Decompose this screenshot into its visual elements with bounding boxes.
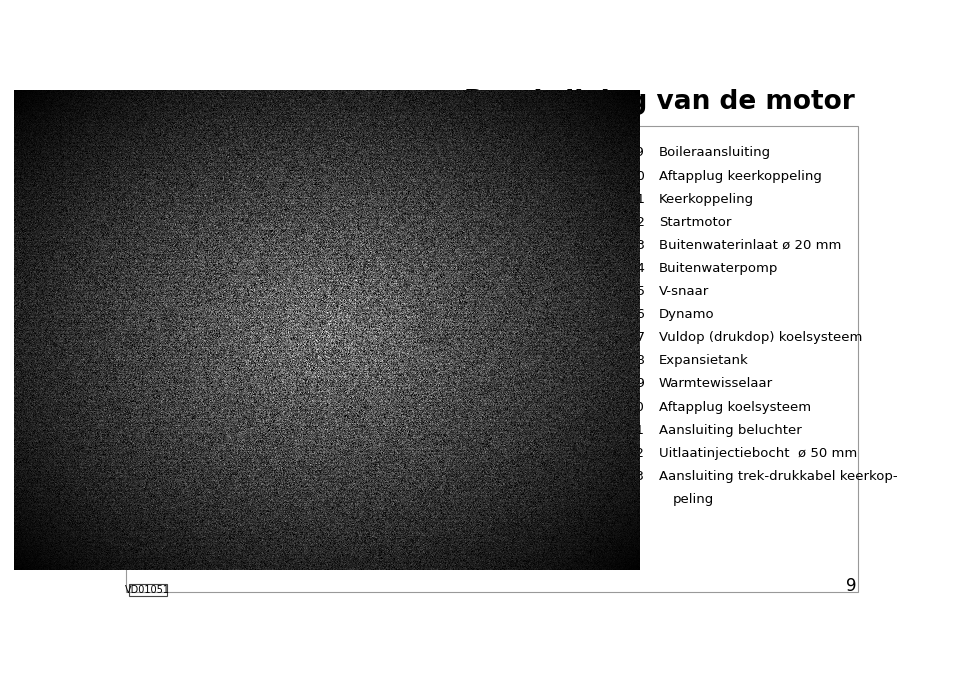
Text: 27: 27 [628,331,644,344]
Text: 33: 33 [532,130,547,142]
Text: Startmotorzijde: Startmotorzijde [131,112,241,125]
Text: Warmtewisselaar: Warmtewisselaar [659,377,773,390]
Text: Boileraansluiting: Boileraansluiting [659,146,771,159]
Text: 33: 33 [628,470,644,483]
Text: VD01051: VD01051 [126,585,171,595]
Text: Beschrijving van de motor: Beschrijving van de motor [464,88,854,115]
Text: 29: 29 [353,130,369,142]
Text: 27: 27 [276,130,291,142]
Text: Aftapplug keerkoppeling: Aftapplug keerkoppeling [659,169,822,182]
Text: Aftapplug koelsysteem: Aftapplug koelsysteem [659,400,811,414]
Text: 20: 20 [628,169,644,182]
Text: 30: 30 [436,130,452,142]
Text: 22: 22 [302,532,318,545]
Text: 24: 24 [163,532,179,545]
Text: Aansluiting beluchter: Aansluiting beluchter [659,424,802,437]
Bar [130,148,617,522]
Text: 19: 19 [628,146,644,159]
Text: 9: 9 [846,576,856,595]
Text: 31: 31 [480,130,496,142]
Text: 28: 28 [628,354,644,367]
Text: Startmotor: Startmotor [659,216,731,229]
Text: Dynamo: Dynamo [659,308,714,321]
Text: 20: 20 [456,532,471,545]
Text: 28: 28 [324,130,340,142]
Text: 26: 26 [628,308,644,321]
Text: Uitlaatinjectiebocht  ø 50 mm: Uitlaatinjectiebocht ø 50 mm [659,447,857,460]
Text: Identificatie motoronderdelen: Identificatie motoronderdelen [131,95,436,113]
Text: 25: 25 [178,130,193,142]
Text: 23: 23 [628,239,644,252]
Text: 25: 25 [628,285,644,298]
Text: Expansietank: Expansietank [659,354,749,367]
Text: Buitenwaterinlaat ø 20 mm: Buitenwaterinlaat ø 20 mm [659,239,841,252]
Text: Buitenwaterpomp: Buitenwaterpomp [659,262,778,275]
Text: 26: 26 [227,130,242,142]
Text: Keerkoppeling: Keerkoppeling [659,192,754,206]
Text: 31: 31 [628,424,644,437]
Text: Vuldop (drukdop) koelsysteem: Vuldop (drukdop) koelsysteem [659,331,862,344]
Text: 21: 21 [628,192,644,206]
Text: 30: 30 [628,400,644,414]
Text: 24: 24 [628,262,644,275]
Text: 21: 21 [429,532,444,545]
Bar [126,126,858,591]
Text: 32: 32 [505,130,520,142]
Text: 23: 23 [187,532,204,545]
Text: 29: 29 [628,377,644,390]
Bar [130,584,166,596]
Text: V-snaar: V-snaar [659,285,708,298]
Text: 32: 32 [628,447,644,460]
Text: 22: 22 [628,216,644,229]
Text: Aansluiting trek-drukkabel keerkop-: Aansluiting trek-drukkabel keerkop- [659,470,898,483]
Text: peling: peling [673,493,714,506]
